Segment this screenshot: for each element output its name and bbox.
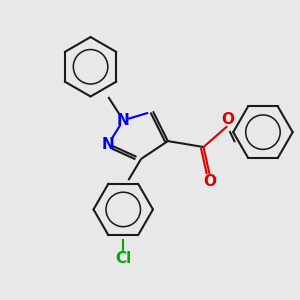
Text: N: N — [102, 136, 115, 152]
Text: O: O — [221, 112, 234, 127]
Text: O: O — [203, 174, 216, 189]
Text: N: N — [117, 113, 130, 128]
Text: Cl: Cl — [115, 251, 131, 266]
